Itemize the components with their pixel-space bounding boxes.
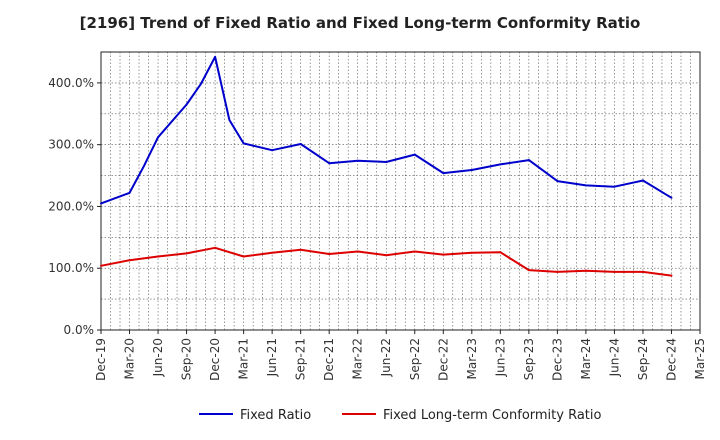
data-point [413,153,416,156]
data-point [670,274,673,277]
data-point [442,172,445,175]
data-point [641,270,644,273]
data-point [271,251,274,254]
data-point [100,202,102,205]
data-point [214,246,217,249]
data-point [356,159,359,162]
data-point [299,248,302,251]
data-point [356,250,359,253]
data-point [527,159,530,162]
x-tick-label: Sep-24 [636,338,650,380]
legend-label: Fixed Long-term Conformity Ratio [383,408,602,423]
y-tick-label: 400.0% [48,76,94,90]
data-point [128,191,131,194]
data-point [470,168,473,171]
x-tick-label: Mar-24 [579,338,593,379]
x-tick-label: Dec-21 [322,338,336,381]
chart-title: [2196] Trend of Fixed Ratio and Fixed Lo… [79,14,641,32]
x-tick-label: Dec-19 [94,338,108,381]
data-point [499,163,502,166]
data-point [442,253,445,256]
data-point [100,264,102,267]
y-tick-label: 300.0% [48,138,94,152]
x-tick-label: Jun-20 [151,338,165,377]
plot-area-frame [100,51,701,331]
y-tick-label: 100.0% [48,261,94,275]
y-tick-label: 200.0% [48,199,94,213]
data-point [641,179,644,182]
data-point [385,160,388,163]
series-line-1 [100,55,673,205]
data-point [271,149,274,152]
data-point [157,255,160,258]
y-tick-label: 0.0% [64,323,95,337]
data-point [328,253,331,256]
data-point [385,254,388,257]
data-point [670,196,673,199]
x-tick-label: Dec-20 [208,338,222,381]
x-tick-label: Dec-22 [436,338,450,381]
x-tick-label: Mar-25 [693,338,707,379]
x-tick-label: Jun-23 [493,338,507,377]
x-tick-label: Jun-24 [607,338,621,377]
data-point [185,103,188,106]
data-point [328,162,331,165]
x-tick-label: Dec-24 [664,338,678,381]
data-point [299,143,302,146]
data-point [242,142,245,145]
x-tick-label: Mar-21 [237,338,251,379]
x-tick-label: Mar-22 [351,338,365,379]
data-point [613,185,616,188]
data-point [584,269,587,272]
data-point [214,55,217,58]
x-tick-label: Jun-21 [265,338,279,377]
data-point [470,251,473,254]
x-tick-label: Mar-20 [123,338,137,379]
x-tick-label: Sep-20 [180,338,194,380]
x-tick-label: Sep-22 [408,338,422,380]
data-point [584,184,587,187]
data-point [185,252,188,255]
data-point [413,250,416,253]
data-point [556,270,559,273]
x-tick-label: Sep-21 [294,338,308,380]
data-point [499,251,502,254]
x-tick-label: Sep-23 [522,338,536,380]
data-point [128,259,131,262]
data-point [527,269,530,272]
x-tick-label: Mar-23 [465,338,479,379]
x-tick-label: Jun-22 [379,338,393,377]
legend-label: Fixed Ratio [240,408,311,423]
x-tick-label: Dec-23 [550,338,564,381]
data-point [556,180,559,183]
data-point [242,255,245,258]
data-point [613,270,616,273]
data-point [157,136,160,139]
